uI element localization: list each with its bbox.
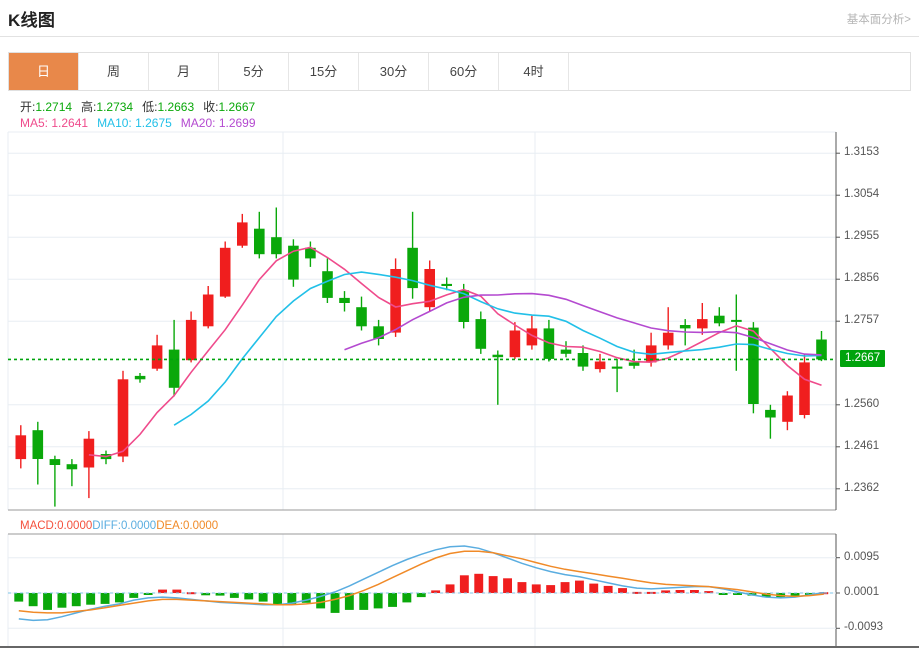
- tab-60min[interactable]: 60分: [429, 53, 499, 90]
- open-label: 开:: [20, 100, 36, 114]
- price-axis-tick: 1.2856: [844, 272, 880, 285]
- open-value: 1.2714: [35, 100, 73, 114]
- ma-legend: MA5: 1.2641 MA10: 1.2675 MA20: 1.2699: [20, 116, 256, 130]
- low-value: 1.2663: [157, 100, 195, 114]
- ma20-label: MA20:: [180, 116, 216, 130]
- tabbar-filler: [569, 53, 910, 90]
- ma-line-10: [173, 271, 822, 426]
- price-axis-tick: 1.3054: [844, 188, 880, 201]
- page-title: K线图: [8, 11, 56, 30]
- dea-value: 0.0000: [183, 520, 219, 532]
- tab-week[interactable]: 周: [79, 53, 149, 90]
- high-label: 高:: [81, 100, 97, 114]
- tab-5min[interactable]: 5分: [219, 53, 289, 90]
- price-axis-tick: 1.2461: [844, 439, 880, 452]
- tab-15min[interactable]: 15分: [289, 53, 359, 90]
- price-axis-tick: 1.3153: [844, 146, 880, 159]
- ma10-label: MA10:: [97, 116, 132, 130]
- low-label: 低:: [142, 100, 158, 114]
- macd-label: MACD:: [20, 520, 58, 532]
- macd-axis-tick: 0.0001: [844, 586, 880, 598]
- macd-legend: MACD:0.0000DIFF:0.0000DEA:0.0000: [20, 520, 218, 532]
- candlestick-series: [15, 207, 827, 507]
- tab-month[interactable]: 月: [149, 53, 219, 90]
- macd-value: 0.0000: [57, 520, 93, 532]
- price-axis-tick: 1.2560: [844, 397, 880, 410]
- macd-axis-tick: 0.0095: [844, 550, 880, 563]
- tab-30min[interactable]: 30分: [359, 53, 429, 90]
- close-value: 1.2667: [218, 100, 256, 114]
- price-axis-tick: 1.2757: [844, 314, 880, 327]
- macd-dea-line: [18, 550, 824, 614]
- macd-axis-tick: -0.0093: [844, 621, 884, 634]
- tab-4hour[interactable]: 4时: [499, 53, 569, 90]
- current-price-badge: 1.2667: [840, 350, 886, 368]
- price-axis-tick: 1.2362: [844, 481, 880, 494]
- ma5-label: MA5:: [20, 116, 49, 130]
- diff-label: DIFF:: [92, 520, 121, 532]
- macd-diff-line: [18, 545, 824, 622]
- header-divider: [0, 36, 919, 37]
- price-axis-tick: 1.2955: [844, 230, 880, 243]
- dea-label: DEA:: [156, 520, 184, 532]
- ohlc-legend: 开:1.2714 高:1.2734 低:1.2663 收:1.2667: [20, 98, 255, 115]
- chart-canvas[interactable]: [0, 92, 919, 652]
- timeframe-tabbar: 日 周 月 5分 15分 30分 60分 4时: [8, 52, 911, 91]
- fundamental-analysis-link[interactable]: 基本面分析>: [846, 14, 911, 26]
- close-label: 收:: [203, 100, 219, 114]
- diff-value: 0.0000: [121, 520, 157, 532]
- ma-line-5: [88, 246, 822, 458]
- tab-day[interactable]: 日: [9, 53, 79, 90]
- ma10-value: 1.2675: [135, 116, 172, 130]
- ma20-value: 1.2699: [218, 116, 256, 130]
- chart-zone[interactable]: 开:1.2714 高:1.2734 低:1.2663 收:1.2667 MA5: 1.…: [0, 92, 919, 652]
- page-header: K线图 基本面分析>: [0, 0, 919, 38]
- ma-line-20: [344, 292, 822, 356]
- ma5-value: 1.2641: [51, 116, 89, 130]
- high-value: 1.2734: [96, 100, 134, 114]
